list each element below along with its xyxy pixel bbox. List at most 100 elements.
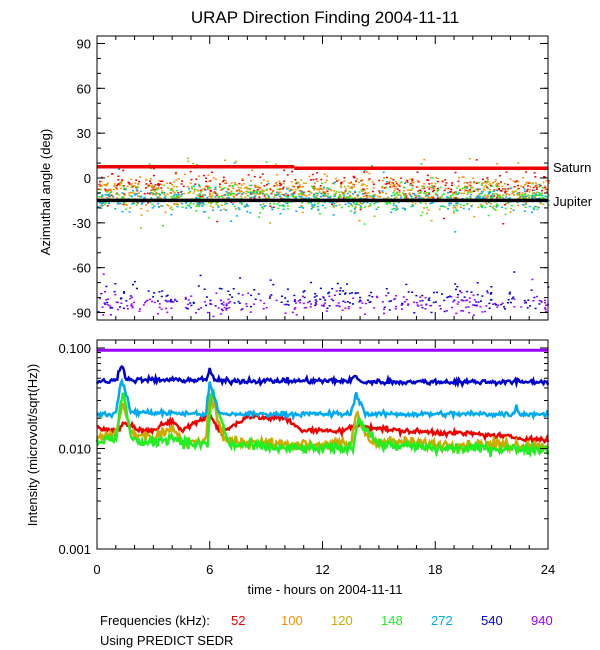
scatter-point — [411, 203, 414, 206]
scatter-point — [119, 306, 121, 308]
scatter-point — [200, 191, 202, 193]
scatter-point — [469, 184, 472, 187]
scatter-point — [410, 189, 413, 191]
scatter-point — [107, 202, 110, 205]
scatter-point — [157, 188, 160, 190]
scatter-point — [485, 305, 488, 307]
scatter-point — [310, 208, 313, 210]
scatter-point — [432, 301, 435, 304]
scatter-point — [105, 285, 108, 288]
scatter-point — [495, 206, 498, 208]
scatter-point — [211, 206, 214, 209]
scatter-point — [390, 177, 393, 180]
scatter-point — [541, 194, 544, 197]
scatter-point — [362, 201, 365, 204]
scatter-point — [219, 209, 222, 211]
scatter-point — [123, 194, 126, 197]
scatter-point — [349, 187, 352, 189]
scatter-point — [510, 187, 513, 189]
scatter-point — [219, 186, 222, 189]
scatter-point — [535, 188, 538, 190]
scatter-point — [409, 182, 412, 185]
scatter-point — [383, 308, 385, 310]
scatter-point — [461, 187, 464, 190]
scatter-point — [547, 199, 550, 202]
scatter-point — [441, 194, 444, 196]
scatter-point — [274, 182, 277, 185]
scatter-point — [411, 179, 414, 182]
scatter-point — [502, 194, 505, 196]
scatter-point — [385, 187, 388, 189]
scatter-point — [146, 192, 149, 194]
scatter-point — [538, 192, 541, 194]
scatter-point — [501, 185, 504, 187]
scatter-point — [225, 304, 228, 307]
scatter-point — [395, 186, 398, 188]
scatter-point — [109, 307, 112, 309]
scatter-point — [297, 300, 300, 302]
scatter-point — [196, 203, 199, 206]
scatter-point — [349, 191, 352, 193]
scatter-point — [488, 189, 491, 191]
scatter-point — [364, 169, 366, 172]
x-tick-label: 18 — [428, 562, 442, 577]
scatter-point — [385, 294, 388, 297]
scatter-point — [145, 204, 147, 206]
scatter-point — [407, 291, 410, 293]
scatter-point — [118, 194, 121, 196]
scatter-point — [342, 290, 345, 292]
scatter-point — [190, 207, 192, 209]
scatter-point — [523, 210, 526, 212]
scatter-point — [291, 311, 294, 314]
scatter-point — [432, 190, 434, 193]
scatter-point — [455, 191, 457, 193]
scatter-point — [265, 188, 268, 190]
scatter-point — [198, 185, 201, 187]
scatter-point — [544, 186, 547, 189]
scatter-point — [324, 195, 327, 197]
scatter-point — [130, 195, 133, 198]
scatter-point — [229, 194, 232, 196]
scatter-point — [211, 195, 214, 197]
scatter-point — [324, 192, 327, 195]
scatter-point — [195, 178, 198, 180]
scatter-point — [473, 299, 476, 301]
scatter-point — [525, 197, 527, 199]
scatter-point — [115, 301, 118, 304]
scatter-point — [379, 192, 381, 195]
scatter-point — [247, 191, 250, 194]
scatter-point — [523, 204, 526, 206]
scatter-point — [254, 195, 257, 198]
scatter-point — [398, 189, 401, 192]
scatter-point — [137, 183, 140, 186]
scatter-point — [477, 182, 480, 184]
scatter-point — [528, 189, 531, 191]
scatter-point — [227, 290, 230, 292]
scatter-point — [501, 302, 504, 305]
scatter-point — [147, 202, 149, 204]
scatter-point — [152, 296, 155, 298]
scatter-point — [425, 206, 428, 209]
scatter-point — [177, 203, 180, 206]
scatter-point — [201, 196, 204, 199]
scatter-point — [410, 197, 413, 199]
scatter-point — [300, 197, 302, 199]
scatter-point — [247, 205, 250, 207]
scatter-point — [311, 203, 314, 206]
scatter-point — [390, 211, 393, 214]
scatter-point — [209, 302, 212, 305]
scatter-point — [134, 193, 137, 196]
scatter-point — [328, 295, 331, 297]
scatter-point — [544, 299, 546, 302]
scatter-point — [499, 189, 502, 192]
scatter-point — [123, 203, 126, 205]
scatter-point — [433, 189, 436, 192]
y-tick-label: 0.010 — [58, 441, 91, 456]
scatter-point — [280, 183, 283, 186]
scatter-point — [314, 196, 317, 198]
scatter-point — [254, 195, 257, 197]
scatter-point — [429, 196, 432, 199]
scatter-point — [241, 294, 244, 296]
scatter-point — [488, 307, 491, 309]
scatter-point — [223, 159, 226, 161]
